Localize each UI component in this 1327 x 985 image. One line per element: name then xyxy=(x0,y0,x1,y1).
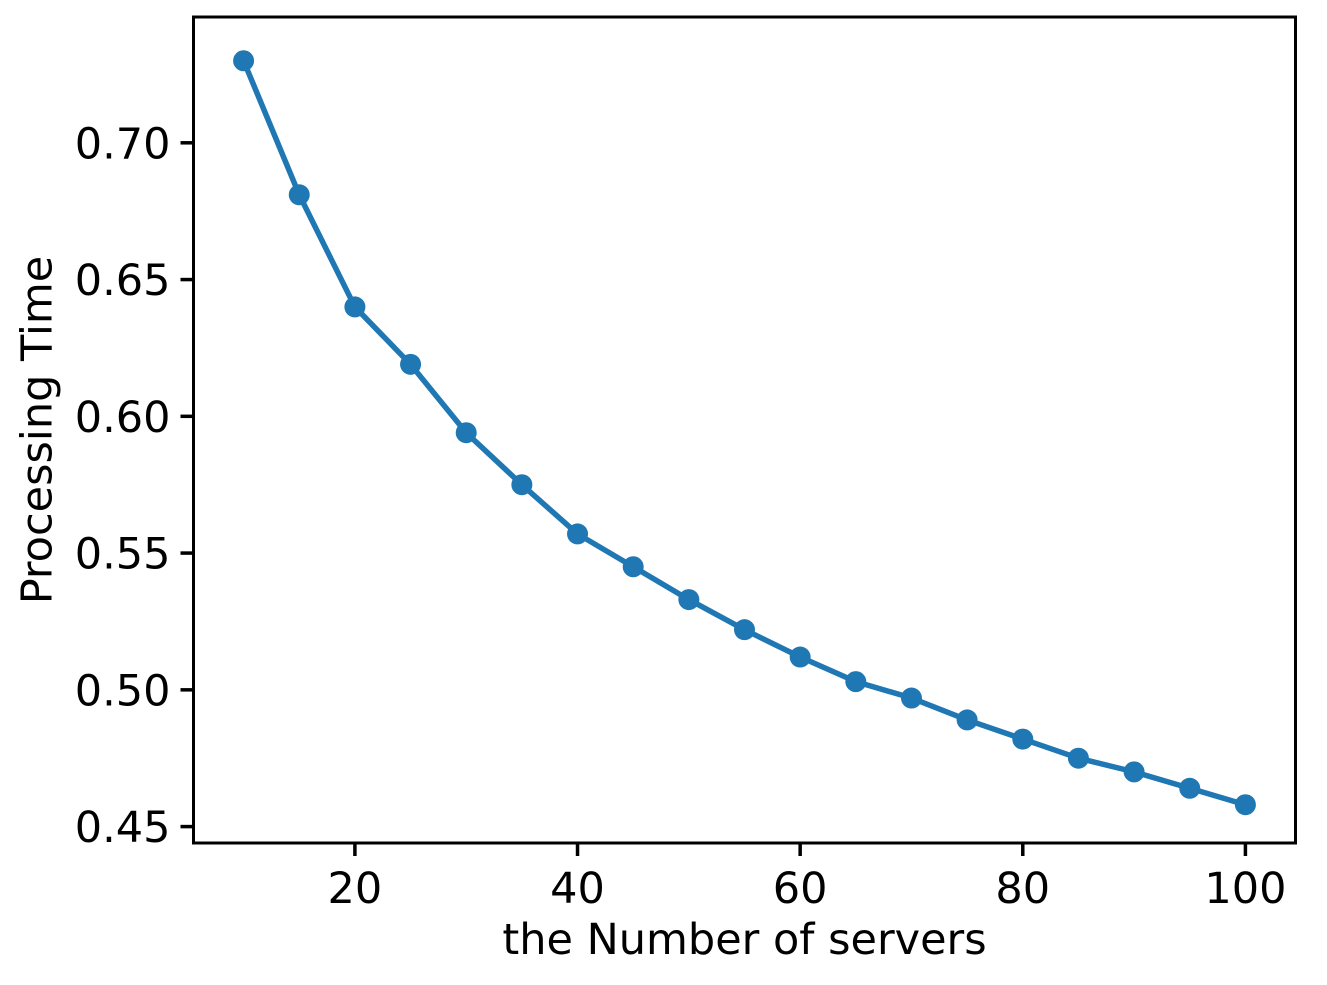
y-tick-label: 0.55 xyxy=(75,530,171,580)
data-point xyxy=(344,296,366,318)
data-point xyxy=(789,646,811,668)
data-line xyxy=(240,58,1249,808)
x-tick-label: 80 xyxy=(995,864,1050,914)
data-point xyxy=(678,589,700,611)
data-point xyxy=(622,556,644,578)
data-point xyxy=(288,184,310,206)
plot-area: 20 40 60 80 100 0.45 0.50 0.55 0.60 0.65 0.70 xyxy=(75,15,1297,914)
data-point xyxy=(1012,728,1034,750)
data-point xyxy=(1234,794,1256,816)
axes-frame xyxy=(192,15,1297,845)
y-tick-label: 0.45 xyxy=(75,803,171,853)
data-point xyxy=(956,709,978,731)
x-axis-label: the Number of servers xyxy=(502,915,986,965)
x-tick-label: 60 xyxy=(773,864,828,914)
data-point xyxy=(845,671,867,693)
data-point xyxy=(1067,747,1089,769)
x-tick-label: 100 xyxy=(1204,864,1286,914)
data-point xyxy=(567,523,589,545)
y-axis-label: Processing Time xyxy=(13,256,63,605)
y-tick-label: 0.65 xyxy=(75,256,171,306)
data-point xyxy=(734,619,755,641)
x-tick-label: 20 xyxy=(328,864,383,914)
y-tick-label: 0.70 xyxy=(75,119,171,169)
y-tick-label: 0.50 xyxy=(75,666,171,716)
data-point xyxy=(1123,761,1145,783)
data-point xyxy=(1179,777,1201,799)
data-point xyxy=(233,50,255,72)
data-point xyxy=(900,687,922,709)
data-point xyxy=(455,422,477,444)
data-point xyxy=(511,474,533,496)
x-tick-label: 40 xyxy=(550,864,605,914)
data-point xyxy=(400,353,422,375)
y-tick-label: 0.60 xyxy=(75,393,171,443)
